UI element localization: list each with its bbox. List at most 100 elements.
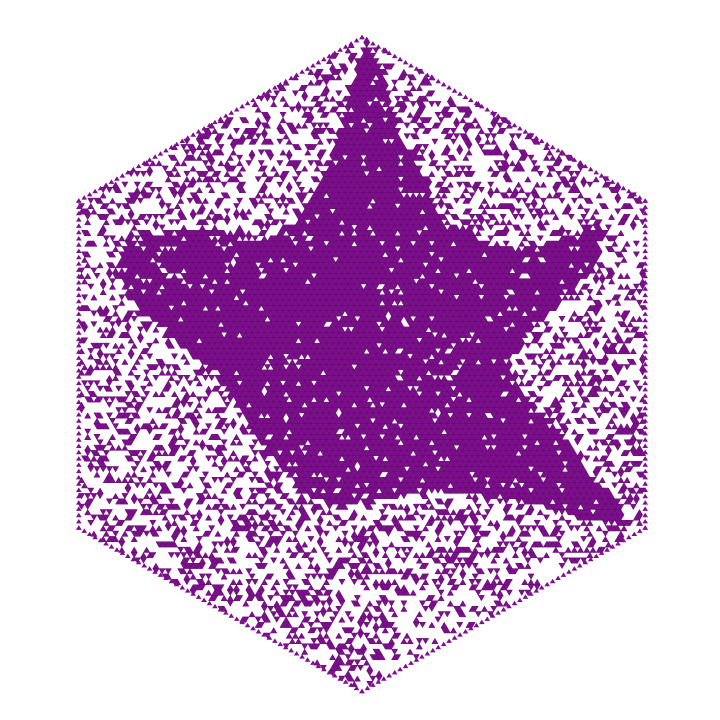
scatter-triangle <box>564 385 572 392</box>
scatter-triangle <box>285 187 293 194</box>
scatter-triangle <box>353 600 361 607</box>
scatter-triangle <box>487 192 495 199</box>
scatter-triangle <box>84 450 92 457</box>
scatter-triangle <box>515 208 523 215</box>
scatter-triangle <box>276 487 284 494</box>
scatter-triangle <box>208 160 216 167</box>
scatter-triangle <box>555 358 563 365</box>
scatter-triangle <box>87 487 95 494</box>
scatter-triangle <box>130 363 138 371</box>
scatter-triangle <box>347 573 355 580</box>
scatter-triangle <box>276 503 284 511</box>
scatter-triangle <box>515 519 523 527</box>
scatter-triangle <box>611 240 619 247</box>
scatter-triangle <box>127 369 135 376</box>
scatter-triangle <box>251 455 259 462</box>
scatter-triangle <box>229 144 237 151</box>
scatter-triangle <box>167 552 175 559</box>
cluster-triangle <box>381 85 389 92</box>
scatter-triangle <box>536 508 544 516</box>
scatter-triangle <box>629 224 637 231</box>
scatter-triangle <box>635 460 644 467</box>
scatter-triangle <box>96 493 104 500</box>
scatter-triangle <box>139 557 148 564</box>
scatter-triangle <box>366 541 374 548</box>
scatter-triangle <box>471 573 479 580</box>
scatter-triangle <box>294 143 303 151</box>
scatter-triangle <box>412 525 420 532</box>
scatter-triangle <box>313 74 321 81</box>
scatter-triangle <box>313 165 321 172</box>
scatter-triangle <box>285 610 293 618</box>
scatter-triangle <box>263 203 272 210</box>
scatter-triangle <box>524 562 532 569</box>
scatter-triangle <box>198 498 206 505</box>
scatter-triangle <box>573 369 582 376</box>
scatter-triangle <box>422 525 430 532</box>
scatter-triangle <box>248 535 256 542</box>
scatter-triangle <box>93 380 101 387</box>
scatter-triangle <box>391 568 399 575</box>
scatter-triangle <box>248 610 256 618</box>
scatter-triangle <box>108 283 117 290</box>
cluster-triangle <box>387 106 396 113</box>
scatter-triangle <box>360 610 368 618</box>
scatter-triangle <box>198 149 206 156</box>
scatter-triangle <box>139 552 148 559</box>
cluster-triangle <box>226 229 234 236</box>
scatter-triangle <box>391 84 399 91</box>
scatter-triangle <box>363 573 371 580</box>
scatter-triangle <box>96 412 104 419</box>
scatter-triangle <box>335 90 343 97</box>
scatter-triangle <box>143 391 151 398</box>
scatter-triangle <box>583 310 591 317</box>
scatter-triangle <box>87 369 95 376</box>
cluster-triangle <box>378 68 386 76</box>
scatter-triangle <box>192 525 200 532</box>
scatter-triangle <box>87 466 95 473</box>
scatter-triangle <box>164 525 172 532</box>
scatter-triangle <box>273 219 281 226</box>
scatter-triangle <box>263 465 272 473</box>
scatter-triangle <box>443 508 451 516</box>
scatter-triangle <box>205 133 213 140</box>
scatter-triangle <box>583 525 591 532</box>
scatter-triangle <box>456 181 464 188</box>
scatter-triangle <box>260 578 268 585</box>
scatter-triangle <box>539 374 547 381</box>
scatter-triangle <box>344 47 352 54</box>
scatter-triangle <box>195 552 203 559</box>
scatter-triangle <box>257 519 265 526</box>
scatter-triangle <box>177 428 185 435</box>
scatter-triangle <box>149 449 157 457</box>
cluster-triangle <box>570 245 578 253</box>
scatter-triangle <box>635 407 644 414</box>
scatter-triangle <box>604 299 613 307</box>
scatter-triangle <box>406 111 414 118</box>
scatter-triangle <box>474 122 482 129</box>
scatter-triangle <box>282 562 290 569</box>
scatter-triangle <box>428 605 436 612</box>
scatter-triangle <box>288 197 296 204</box>
scatter-triangle <box>220 605 228 612</box>
scatter-triangle <box>267 477 275 484</box>
cluster-triangle <box>573 229 582 236</box>
scatter-triangle <box>459 600 467 607</box>
scatter-triangle <box>465 503 473 510</box>
scatter-triangle <box>211 127 219 134</box>
scatter-triangle <box>223 192 231 199</box>
scatter-triangle <box>232 213 241 221</box>
scatter-triangle <box>521 369 529 376</box>
scatter-triangle <box>124 412 132 419</box>
scatter-triangle <box>316 627 324 634</box>
cluster-triangle <box>363 122 371 129</box>
scatter-triangle <box>201 219 210 226</box>
scatter-triangle <box>329 95 337 102</box>
scatter-triangle <box>294 170 303 178</box>
scatter-triangle <box>232 203 241 210</box>
scatter-triangle <box>577 449 585 457</box>
scatter-triangle <box>198 224 206 231</box>
scatter-triangle <box>267 154 275 162</box>
scatter-triangle <box>155 159 163 167</box>
scatter-triangle <box>319 128 327 135</box>
